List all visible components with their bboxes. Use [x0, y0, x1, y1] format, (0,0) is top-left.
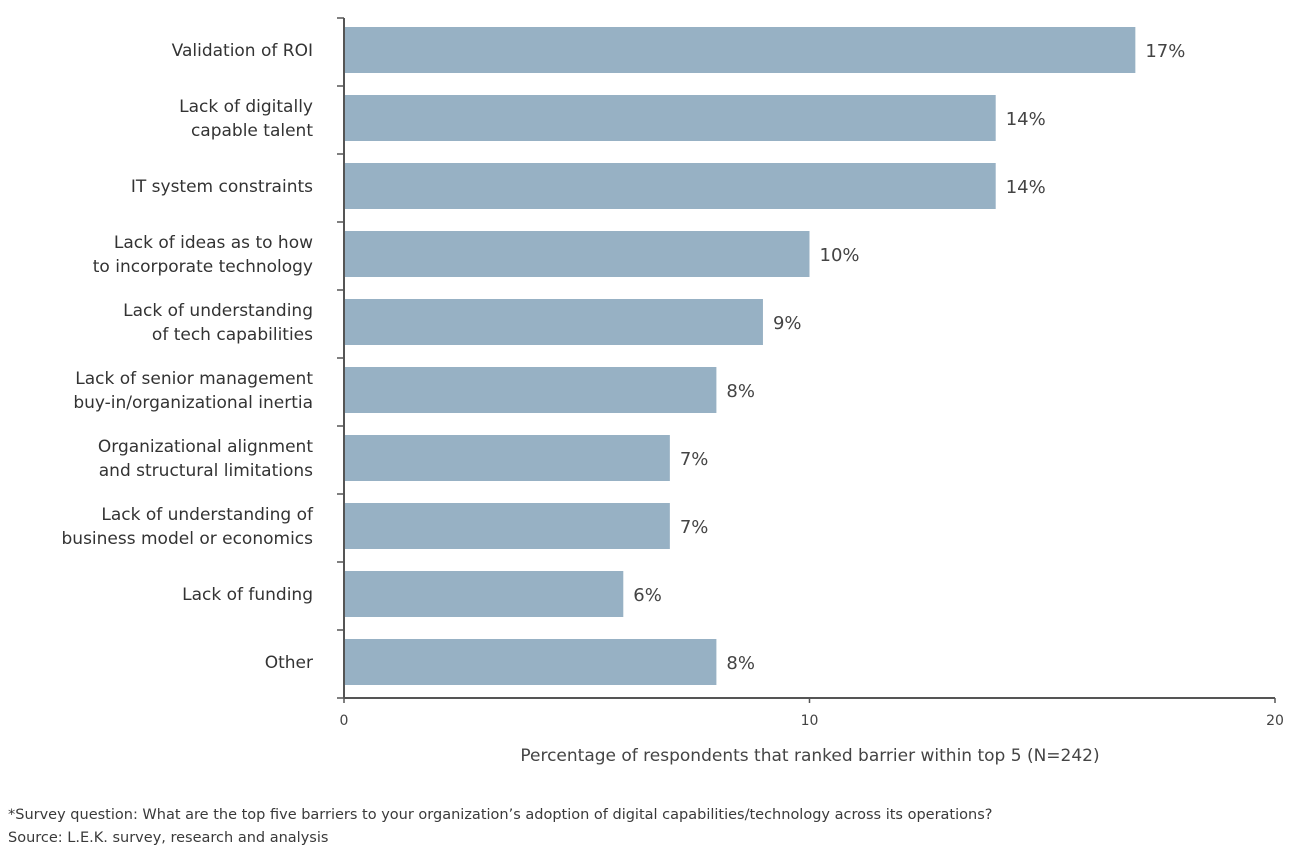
bar: [344, 231, 810, 277]
category-label: Lack of understanding of tech capabilitie…: [123, 301, 313, 345]
bar: [344, 503, 670, 549]
data-label: 8%: [726, 381, 755, 402]
category-label: Organizational alignment and structural l…: [98, 437, 313, 481]
category-label: Lack of digitally capable talent: [179, 97, 313, 141]
bar: [344, 571, 624, 617]
bar: [344, 639, 717, 685]
data-label: 7%: [680, 517, 709, 538]
data-label: 14%: [1006, 177, 1046, 198]
x-tick-label: 20: [1266, 713, 1284, 729]
data-label: 7%: [680, 449, 709, 470]
category-label: IT system constraints: [131, 177, 313, 197]
data-label: 10%: [820, 245, 860, 266]
source-note: Source: L.E.K. survey, research and anal…: [8, 830, 329, 846]
bar: [344, 299, 763, 345]
data-label: 8%: [726, 653, 755, 674]
footnote: *Survey question: What are the top five …: [8, 807, 993, 823]
bar: [344, 435, 670, 481]
data-label: 9%: [773, 313, 802, 334]
category-label: Lack of funding: [182, 585, 313, 605]
bar: [344, 367, 717, 413]
data-label: 17%: [1145, 41, 1185, 62]
x-tick-label: 10: [801, 713, 819, 729]
x-axis-label: Percentage of respondents that ranked ba…: [520, 746, 1099, 766]
bar: [344, 163, 996, 209]
data-label: 6%: [633, 585, 662, 606]
category-label: Validation of ROI: [172, 41, 313, 61]
category-label: Lack of senior management buy-in/organiza…: [73, 369, 313, 413]
category-label: Other: [265, 653, 313, 673]
category-label: Lack of understanding of business model o…: [62, 505, 315, 549]
x-tick-label: 0: [340, 713, 349, 729]
category-label: Lack of ideas as to how to incorporate te…: [93, 233, 313, 277]
bar: [344, 27, 1136, 73]
data-label: 14%: [1006, 109, 1046, 130]
bar: [344, 95, 996, 141]
